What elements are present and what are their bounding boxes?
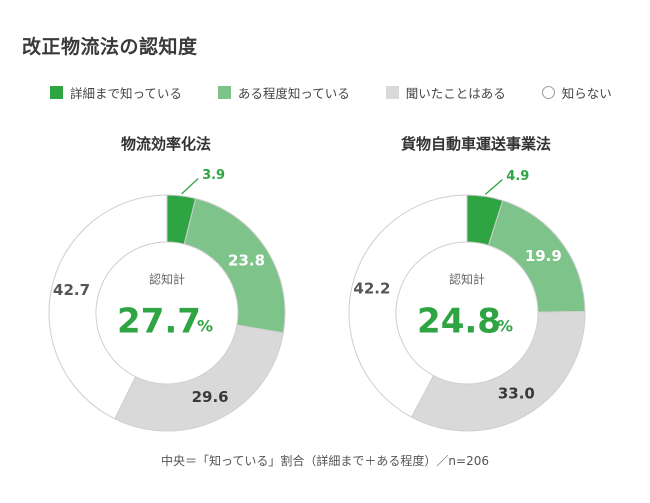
legend-swatch-unknown: [541, 85, 555, 99]
donut-motor-truck-transport-act: 4.9 19.9 33.0 42.2 認知計 24.8%: [348, 169, 586, 432]
legend-item-somewhat: ある程度知っている: [217, 83, 350, 102]
legend: 詳細まで知っている ある程度知っている 聞いたことはある 知らない: [50, 82, 630, 102]
value-label-detail-motor-truck-transport-act: 4.9: [506, 169, 529, 184]
value-label-somewhat-logistics-efficiency-act: 23.8: [228, 252, 265, 270]
center-label-motor-truck-transport-act: 認知計: [449, 272, 485, 287]
donut-slice-heard-motor-truck-transport-act: [410, 311, 586, 432]
legend-label-heard: 聞いたことはある: [405, 85, 506, 101]
chart-title-motor-truck-transport-act: 貨物自動車運送事業法: [400, 135, 551, 153]
center-value-motor-truck-transport-act: 24.8: [417, 302, 501, 342]
center-value-logistics-efficiency-act: 27.7: [117, 302, 201, 342]
chart-title-logistics-efficiency-act: 物流効率化法: [120, 135, 211, 153]
leader-line-detail-logistics-efficiency-act: [181, 178, 199, 195]
donut-slice-unknown-motor-truck-transport-act: [348, 194, 468, 418]
value-label-heard-motor-truck-transport-act: 33.0: [498, 385, 535, 403]
donut-logistics-efficiency-act: 3.9 23.8 29.6 42.7 認知計 27.7%: [48, 168, 286, 432]
legend-item-heard: 聞いたことはある: [385, 83, 506, 102]
legend-swatch-heard: [385, 85, 399, 99]
center-unit-logistics-efficiency-act: %: [197, 317, 213, 336]
center-label-logistics-efficiency-act: 認知計: [149, 272, 185, 287]
legend-label-somewhat: ある程度知っている: [237, 85, 350, 101]
legend-item-detail: 詳細まで知っている: [50, 83, 182, 102]
leader-line-detail-motor-truck-transport-act: [484, 179, 503, 195]
legend-item-unknown: 知らない: [541, 83, 612, 102]
legend-label-detail: 詳細まで知っている: [70, 85, 182, 101]
center-unit-motor-truck-transport-act: %: [497, 317, 513, 336]
value-label-unknown-motor-truck-transport-act: 42.2: [353, 280, 390, 298]
value-label-unknown-logistics-efficiency-act: 42.7: [53, 281, 90, 299]
value-label-detail-logistics-efficiency-act: 3.9: [202, 168, 225, 183]
footnote: 中央＝「知っている」割合（詳細まで＋ある程度）／n=206: [161, 454, 489, 468]
value-label-somewhat-motor-truck-transport-act: 19.9: [525, 247, 562, 265]
page-title: 改正物流法の認知度: [22, 36, 198, 58]
legend-swatch-detail: [50, 85, 63, 99]
legend-swatch-somewhat: [217, 85, 231, 99]
donut-slice-unknown-logistics-efficiency-act: [48, 194, 168, 420]
legend-label-unknown: 知らない: [561, 85, 612, 101]
value-label-heard-logistics-efficiency-act: 29.6: [192, 388, 229, 406]
donut-slice-heard-logistics-efficiency-act: [114, 324, 284, 432]
